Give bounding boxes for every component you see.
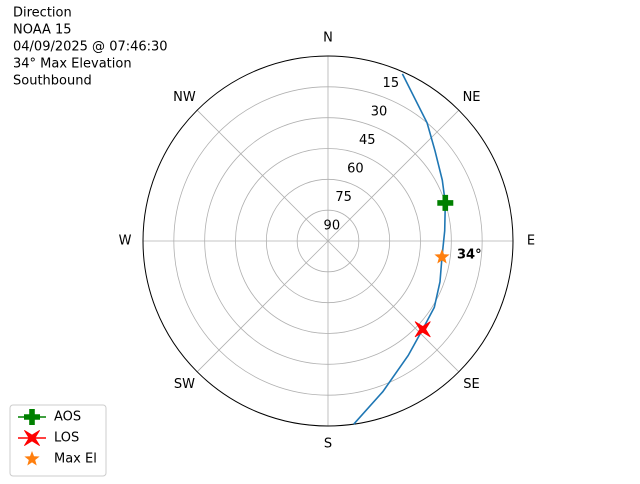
legend-label: AOS bbox=[54, 410, 81, 425]
direction-label: W bbox=[119, 234, 132, 249]
direction-label: E bbox=[527, 234, 535, 249]
title-line: NOAA 15 bbox=[13, 23, 72, 38]
direction-label: SE bbox=[463, 377, 479, 392]
r-tick-label: 90 bbox=[324, 218, 341, 233]
r-tick-label: 30 bbox=[371, 104, 388, 119]
grid-spoke bbox=[196, 109, 329, 242]
grid-spoke bbox=[327, 109, 460, 242]
grid-spoke bbox=[196, 240, 329, 373]
marker-plus bbox=[437, 194, 454, 211]
outer-circle bbox=[142, 55, 514, 427]
legend-marker bbox=[24, 451, 40, 466]
legend-label: LOS bbox=[54, 431, 79, 446]
title-line: Southbound bbox=[13, 74, 92, 89]
r-tick-label: 60 bbox=[347, 161, 364, 176]
r-tick-label: 15 bbox=[383, 76, 400, 91]
title-line: Direction bbox=[13, 6, 72, 21]
direction-label: SW bbox=[174, 377, 195, 392]
r-tick-label: 75 bbox=[335, 190, 352, 205]
marker-x bbox=[414, 321, 431, 338]
annotation: 34° bbox=[457, 248, 482, 263]
title-line: 34° Max Elevation bbox=[13, 57, 132, 72]
direction-label: NW bbox=[173, 90, 196, 105]
r-tick-label: 45 bbox=[359, 133, 376, 148]
marker-star bbox=[434, 249, 450, 264]
title-line: 04/09/2025 @ 07:46:30 bbox=[13, 40, 168, 55]
direction-label: NE bbox=[463, 90, 481, 105]
legend-marker bbox=[24, 430, 40, 446]
legend-label: Max El bbox=[54, 452, 97, 467]
legend-marker bbox=[24, 409, 40, 425]
direction-label: N bbox=[323, 31, 333, 46]
direction-label: S bbox=[324, 437, 332, 452]
grid-spoke bbox=[327, 240, 460, 373]
